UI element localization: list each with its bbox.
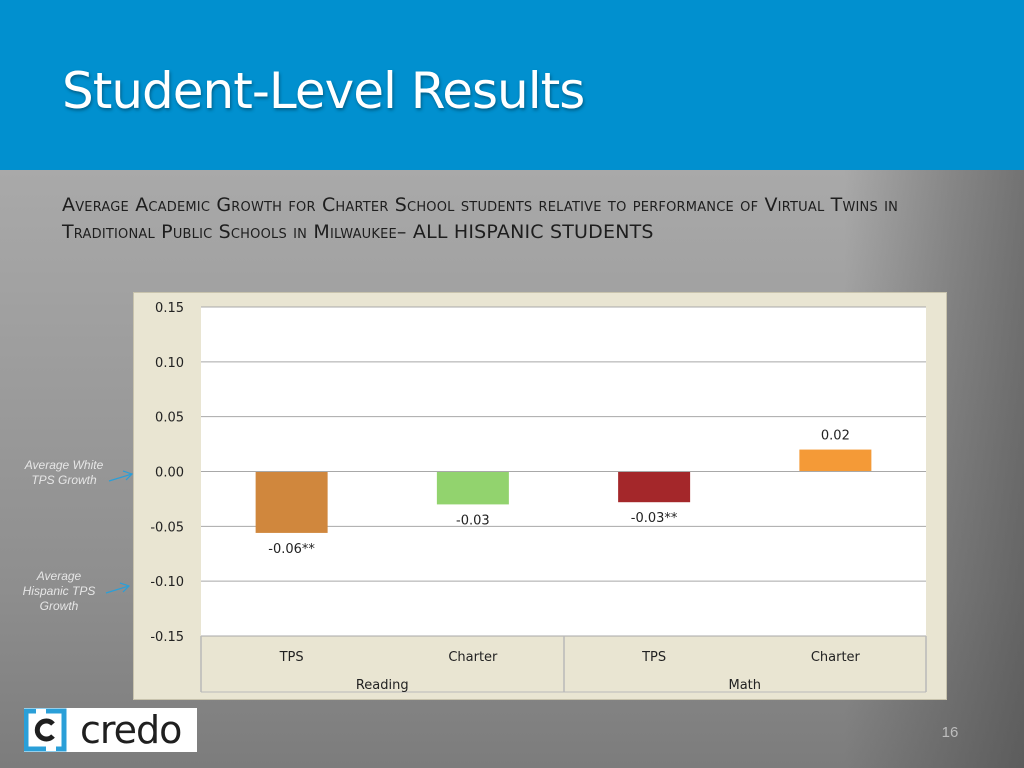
y-tick-label: 0.00 <box>155 466 184 481</box>
y-tick-label: 0.10 <box>155 356 184 371</box>
page-number: 16 <box>941 724 959 741</box>
arrow-hispanic-tps-head <box>119 582 131 593</box>
data-label: -0.03** <box>631 511 678 526</box>
bar <box>436 471 509 505</box>
arrow-hispanic-tps <box>105 585 130 594</box>
data-label: 0.02 <box>821 429 850 444</box>
header-bar: Student-Level Results <box>0 0 1024 170</box>
bar <box>618 471 691 503</box>
annotation-hispanic-tps: Average Hispanic TPS Growth <box>22 569 96 613</box>
credo-logo-mark-icon <box>23 708 67 752</box>
chart-subtitle: Average Academic Growth for Charter Scho… <box>62 194 899 243</box>
data-label: -0.03 <box>456 513 490 528</box>
arrow-white-tps-head <box>122 470 134 481</box>
y-tick-label: 0.05 <box>155 411 184 426</box>
y-tick-label: 0.15 <box>155 301 184 316</box>
bar <box>799 449 872 472</box>
x-tick-label: Charter <box>811 650 861 665</box>
bar <box>255 471 328 533</box>
y-tick-label: -0.10 <box>150 575 184 590</box>
slide-title: Student-Level Results <box>62 62 585 120</box>
data-label: -0.06** <box>268 542 315 557</box>
annotation-white-tps: Average White TPS Growth <box>24 458 104 487</box>
x-group-label: Math <box>728 678 761 693</box>
arrow-white-tps <box>108 473 133 482</box>
y-tick-label: -0.15 <box>150 630 184 645</box>
credo-logo: credo <box>23 708 197 752</box>
x-group-label: Reading <box>356 678 409 693</box>
y-tick-label: -0.05 <box>150 520 184 535</box>
x-tick-label: TPS <box>279 650 304 665</box>
x-tick-label: Charter <box>448 650 498 665</box>
x-tick-label: TPS <box>641 650 666 665</box>
logo-text: credo <box>80 708 182 752</box>
